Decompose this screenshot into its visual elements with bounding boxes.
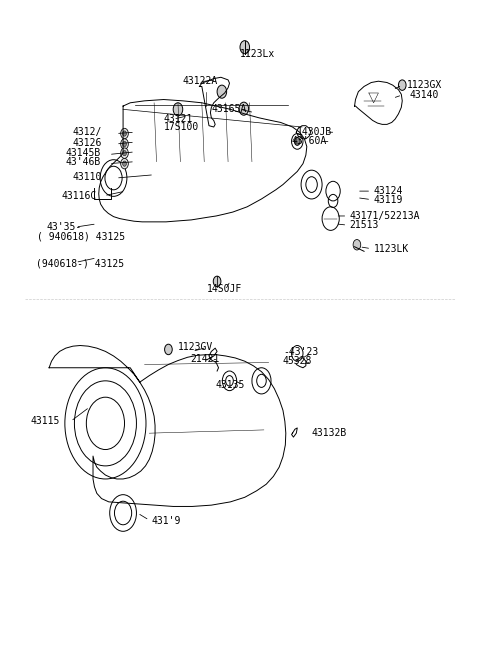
Circle shape <box>120 158 128 169</box>
Text: 43119: 43119 <box>373 194 403 204</box>
Text: 43135: 43135 <box>215 380 244 390</box>
Text: 1123GV: 1123GV <box>178 342 213 351</box>
Circle shape <box>213 276 221 286</box>
Circle shape <box>217 85 227 98</box>
Text: 43132B: 43132B <box>312 428 347 438</box>
Circle shape <box>120 128 128 139</box>
Text: 43115: 43115 <box>31 417 60 426</box>
Circle shape <box>240 41 250 54</box>
Circle shape <box>398 80 406 91</box>
Text: 43126: 43126 <box>72 138 101 148</box>
Text: 43'46B: 43'46B <box>66 157 101 168</box>
Circle shape <box>122 141 126 147</box>
Text: 43165A: 43165A <box>211 104 247 114</box>
Text: 431'9: 431'9 <box>152 516 181 526</box>
Text: 43122A: 43122A <box>183 76 218 86</box>
Text: (940618-) 43125: (940618-) 43125 <box>36 258 124 268</box>
Circle shape <box>173 102 183 116</box>
Text: 45328: 45328 <box>283 356 312 366</box>
Text: -43'23: -43'23 <box>283 347 318 357</box>
Circle shape <box>165 344 172 355</box>
Text: 1123LK: 1123LK <box>373 244 409 254</box>
Text: 43'60A: 43'60A <box>291 137 327 147</box>
Text: 43116C: 43116C <box>61 191 96 200</box>
Circle shape <box>120 139 128 149</box>
Text: 1123Lx: 1123Lx <box>240 49 275 58</box>
Circle shape <box>120 148 128 158</box>
Text: 14S0JF: 14S0JF <box>206 284 242 294</box>
Text: 43145B: 43145B <box>66 148 101 158</box>
Circle shape <box>122 150 126 156</box>
Text: 43110: 43110 <box>72 171 101 182</box>
Text: 21513: 21513 <box>350 220 379 230</box>
Text: 1123GX: 1123GX <box>407 80 442 90</box>
Text: 17S100: 17S100 <box>164 122 199 132</box>
Text: 21421: 21421 <box>190 354 219 364</box>
Text: 43140: 43140 <box>409 90 439 100</box>
Circle shape <box>122 131 126 136</box>
Text: 43121: 43121 <box>164 114 193 124</box>
Text: 4312/: 4312/ <box>72 127 101 137</box>
Text: 43'35-: 43'35- <box>47 222 82 232</box>
Circle shape <box>294 137 300 145</box>
Text: 43124: 43124 <box>373 186 403 196</box>
Text: 43171/52213A: 43171/52213A <box>350 211 420 221</box>
Circle shape <box>239 102 249 115</box>
Circle shape <box>353 240 361 250</box>
Text: ( 940618) 43125: ( 940618) 43125 <box>37 231 125 241</box>
Text: 1430JB: 1430JB <box>297 127 333 137</box>
Circle shape <box>122 161 126 166</box>
